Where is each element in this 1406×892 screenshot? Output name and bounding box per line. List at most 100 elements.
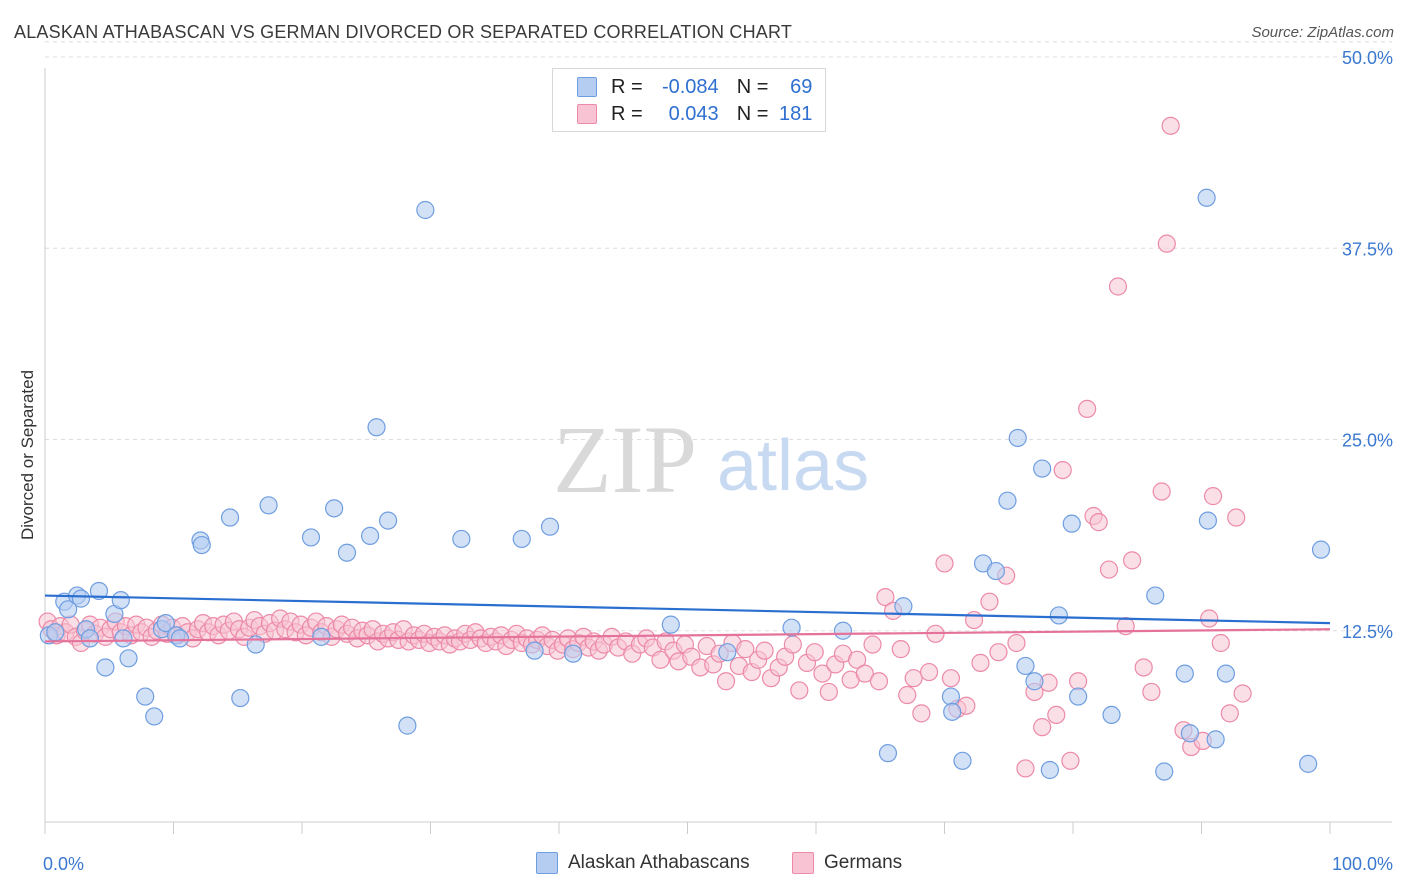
germans-point: [891, 640, 910, 659]
germans-point: [1089, 513, 1108, 532]
chart-title: ALASKAN ATHABASCAN VS GERMAN DIVORCED OR…: [14, 22, 793, 42]
alaskan-athabascans-point: [170, 629, 190, 648]
germans-point: [755, 641, 774, 660]
germans-point: [1053, 461, 1072, 480]
alaskan-athabascans-point: [96, 658, 115, 677]
tick-labels: 12.5% 25.0% 37.5% 50.0% 0.0% 100.0%: [43, 48, 1393, 874]
germans-point: [1069, 672, 1088, 691]
alaskan-athabascans-point: [718, 643, 737, 662]
legend-row-germans: R = 0.043 N = 181: [577, 101, 812, 127]
legend-r-label: R =: [611, 102, 643, 125]
series-swatch-pink: [792, 852, 814, 874]
germans-point: [863, 635, 882, 654]
series-legend-alaskan: Alaskan Athabascans: [536, 852, 750, 874]
germans-point: [783, 635, 802, 654]
alaskan-athabascans-point: [1102, 705, 1121, 725]
alaskan-athabascans-point: [564, 644, 583, 663]
alaskan-athabascans-point: [1069, 687, 1088, 706]
alaskan-athabascans-point: [661, 615, 680, 634]
germans-trend-line: [44, 628, 1331, 643]
alaskan-athabascans-point: [192, 535, 211, 555]
legend-swatch-blue: [577, 77, 597, 97]
germans-point: [805, 643, 824, 662]
alaskan-athabascans-point: [998, 491, 1017, 510]
alaskan-athabascans-point: [119, 649, 138, 668]
germans-point: [919, 662, 939, 682]
correlation-legend: R = -0.084 N = 69 R = 0.043 N = 181: [552, 68, 826, 132]
alaskan-athabascans-point: [943, 702, 962, 721]
alaskan-athabascans-point: [59, 600, 78, 619]
alaskan-athabascans-point: [1216, 664, 1236, 683]
germans-point: [971, 653, 990, 672]
alaskan-athabascans-point: [1049, 606, 1068, 625]
y-tick-label: 25.0%: [1342, 431, 1393, 451]
germans-point: [964, 610, 984, 630]
legend-r-value: 0.043: [668, 102, 719, 125]
germans-point: [813, 664, 832, 683]
alaskan-athabascans-point: [361, 526, 380, 545]
alaskan-athabascans-point: [878, 744, 898, 763]
alaskan-athabascans-point: [398, 716, 417, 735]
alaskan-athabascans-point: [833, 621, 853, 640]
legend-r-value: -0.084: [661, 75, 719, 98]
germans-point: [651, 650, 670, 669]
alaskan-athabascans-point: [156, 613, 175, 633]
alaskan-athabascans-point: [1180, 724, 1200, 743]
series-label: Germans: [824, 852, 903, 873]
germans-point: [1047, 705, 1066, 725]
germans-point: [1152, 482, 1171, 501]
alaskan-athabascans-point: [540, 517, 560, 536]
y-axis-label: Divorced or Separated: [18, 369, 37, 541]
germans-point: [1200, 609, 1219, 628]
alaskan-athabascans-point: [46, 623, 65, 642]
y-tick-label: 37.5%: [1342, 239, 1393, 259]
alaskan-athabascans-point: [782, 618, 801, 637]
legend-n-value: 69: [790, 75, 813, 98]
alaskan-athabascans-point: [1175, 664, 1194, 683]
alaskan-athabascans-point: [525, 641, 544, 660]
germans-point: [1227, 508, 1246, 527]
germans-point: [819, 682, 838, 702]
germans-point: [1078, 399, 1097, 418]
source-credit: Source: ZipAtlas.com: [1251, 24, 1394, 41]
alaskan-athabascans-point: [337, 543, 357, 562]
germans-point: [898, 685, 917, 705]
germans-point: [855, 664, 874, 683]
germans-point: [1007, 633, 1026, 653]
alaskan-athabascans-point: [145, 707, 164, 726]
alaskan-athabascans-point: [114, 629, 133, 648]
alaskan-athabascans-point: [367, 418, 386, 437]
x-tick-label: 0.0%: [43, 854, 84, 874]
alaskan-athabascans-point: [452, 529, 471, 549]
germans-point: [848, 650, 867, 669]
alaskan-athabascans-point: [894, 597, 913, 616]
germans-point: [980, 592, 999, 611]
legend-row-alaskan: R = -0.084 N = 69: [577, 74, 812, 100]
alaskan-athabascans-point: [378, 511, 398, 530]
germans-point: [1233, 684, 1252, 703]
y-tick-label: 50.0%: [1342, 48, 1393, 68]
germans-point: [1142, 682, 1161, 702]
alaskan-athabascans-point: [1040, 760, 1059, 780]
germans-point: [790, 681, 809, 700]
watermark-zip: ZIP: [553, 406, 697, 513]
alaskan-athabascans-point: [416, 200, 435, 220]
germans-point: [1220, 704, 1239, 723]
alaskan-athabascans-point: [1206, 730, 1225, 749]
germans-point: [1134, 658, 1153, 677]
alaskan-athabascans-point: [953, 751, 972, 770]
series-swatch-blue: [536, 852, 558, 874]
germans-point: [869, 672, 889, 691]
alaskan-athabascans-point: [1025, 672, 1044, 691]
alaskan-athabascans-point: [941, 687, 961, 706]
alaskan-athabascans-point: [1008, 428, 1027, 448]
alaskan-athabascans-point: [1299, 754, 1318, 773]
alaskan-athabascans-point: [89, 581, 109, 601]
germans-point: [1203, 487, 1223, 506]
alaskan-athabascans-point: [80, 629, 100, 648]
germans-point: [904, 669, 923, 688]
series-label: Alaskan Athabascans: [568, 852, 750, 873]
germans-point: [989, 643, 1008, 662]
germans-point: [935, 554, 954, 573]
alaskan-athabascans-point: [1155, 762, 1174, 781]
